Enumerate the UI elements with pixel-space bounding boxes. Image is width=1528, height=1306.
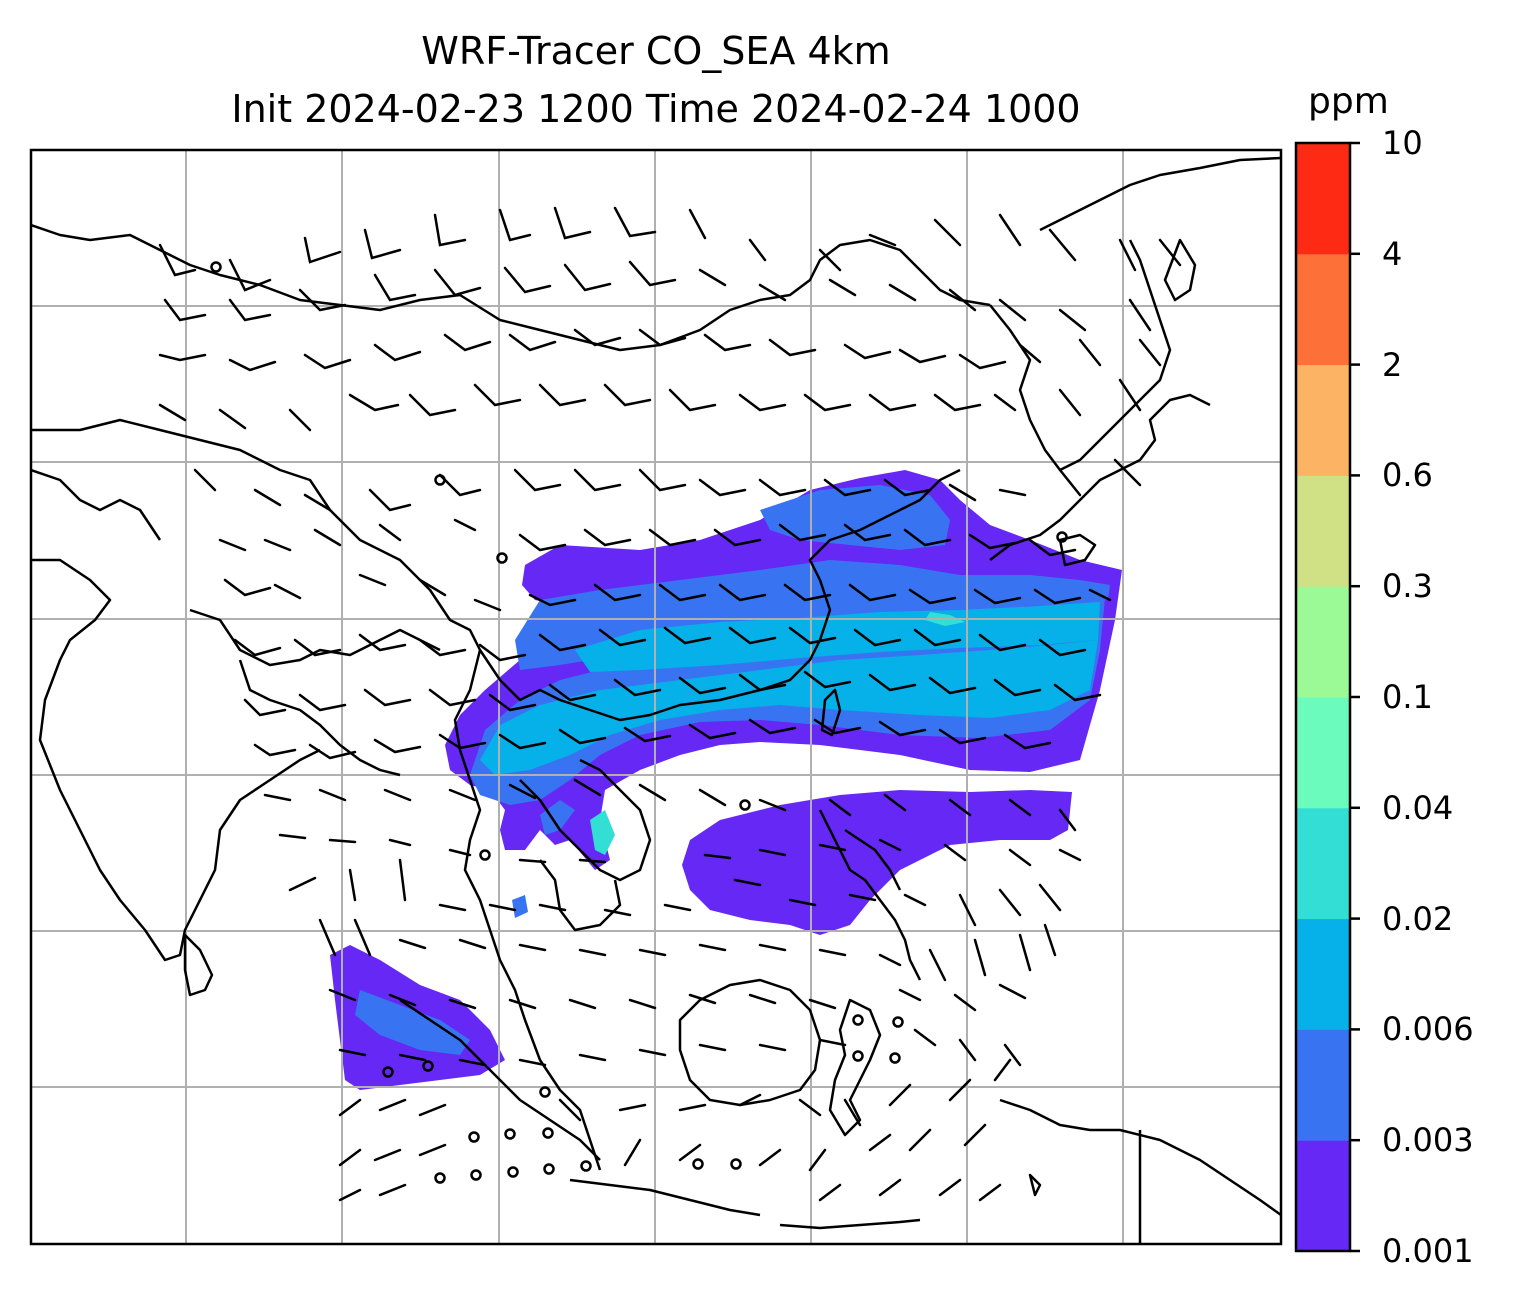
colorbar-tick-label: 0.04 [1382, 788, 1454, 827]
colorbar-segment [1296, 918, 1350, 1030]
map-frame [29, 148, 1283, 1246]
colorbar-segment [1296, 475, 1350, 587]
colorbar-segment [1296, 253, 1350, 366]
colorbar-tick-label: 0.02 [1382, 899, 1454, 938]
colorbar-segment [1296, 807, 1350, 920]
colorbar-segment [1296, 586, 1350, 698]
colorbar [1294, 141, 1360, 1253]
co-plume-center [682, 790, 1072, 935]
colorbar-segment [1296, 143, 1350, 255]
colorbar-tick-label: 4 [1382, 234, 1403, 273]
colorbar-segment [1296, 1140, 1350, 1252]
colorbar-tick-label: 10 [1382, 124, 1423, 162]
colorbar-tick-label: 0.6 [1382, 456, 1433, 495]
colorbar-tick-label: 0.1 [1382, 678, 1433, 716]
colorbar-tick-label: 0.001 [1382, 1232, 1474, 1270]
colorbar-segment [1296, 697, 1350, 809]
map-subtitle: Init 2024-02-23 1200 Time 2024-02-24 100… [231, 87, 1081, 131]
map-gridlines [31, 150, 1281, 1244]
colorbar-tick-label: 2 [1382, 345, 1403, 384]
wind-barbs [158, 206, 1182, 1202]
map-title: WRF-Tracer CO_SEA 4km [421, 29, 891, 73]
colorbar-unit-label: ppm [1308, 81, 1389, 122]
colorbar-tick-label: 0.006 [1382, 1010, 1474, 1049]
colorbar-tick-label: 0.3 [1382, 567, 1433, 606]
coastlines [31, 156, 1281, 1244]
colorbar-segment [1296, 364, 1350, 476]
colorbar-segment [1296, 1029, 1350, 1141]
colorbar-tick-label: 0.003 [1382, 1121, 1474, 1160]
co-plume-southwest [330, 945, 505, 1090]
calm-wind-circles [210, 261, 1068, 1184]
